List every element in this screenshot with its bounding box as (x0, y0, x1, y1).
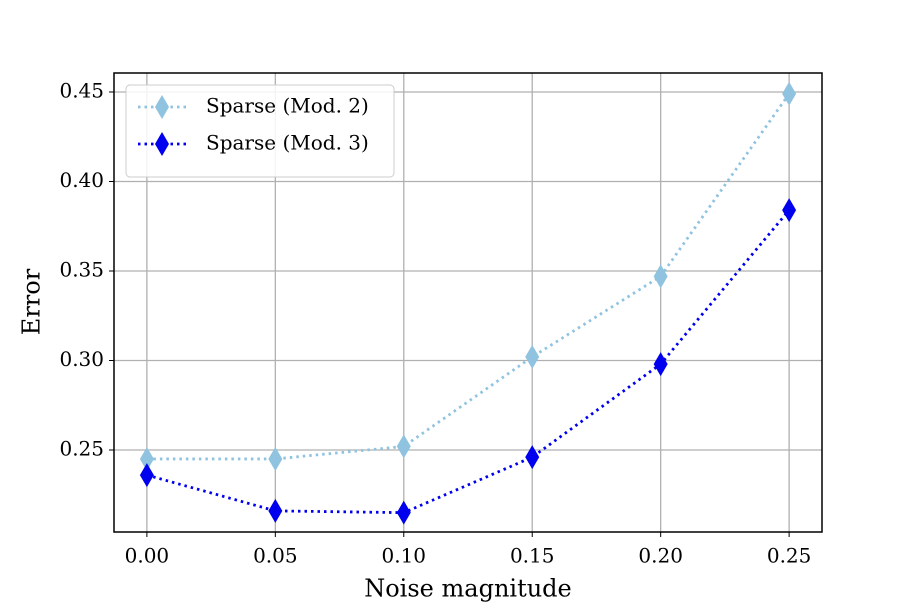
marker (653, 352, 668, 377)
marker (782, 198, 797, 223)
marker (268, 446, 283, 471)
marker (525, 445, 540, 470)
y-tick-label: 0.45 (59, 78, 104, 102)
marker (525, 344, 540, 369)
marker (268, 498, 283, 523)
x-axis-label: Noise magnitude (364, 575, 572, 603)
legend-marker (155, 132, 169, 156)
marker (653, 264, 668, 289)
legend-label: Sparse (Mod. 2) (206, 94, 369, 118)
y-axis-label: Error (18, 268, 46, 335)
marker (396, 434, 411, 459)
series-line (146, 209, 791, 515)
x-tick-label: 0.10 (382, 544, 427, 568)
marker (782, 81, 797, 106)
x-tick-label: 0.25 (767, 544, 812, 568)
x-tick-label: 0.00 (125, 544, 170, 568)
marker (139, 463, 154, 488)
x-tick-label: 0.15 (510, 544, 555, 568)
y-tick-label: 0.40 (59, 168, 104, 192)
plot-frame (113, 72, 823, 533)
y-tick-label: 0.35 (59, 257, 104, 281)
legend-box (125, 84, 395, 178)
marker (139, 446, 154, 471)
y-tick-label: 0.30 (59, 347, 104, 371)
legend-label: Sparse (Mod. 3) (206, 131, 369, 155)
y-tick-label: 0.25 (59, 437, 104, 461)
marker (396, 500, 411, 525)
x-tick-label: 0.20 (638, 544, 683, 568)
x-tick-label: 0.05 (253, 544, 298, 568)
legend-marker (155, 95, 169, 119)
